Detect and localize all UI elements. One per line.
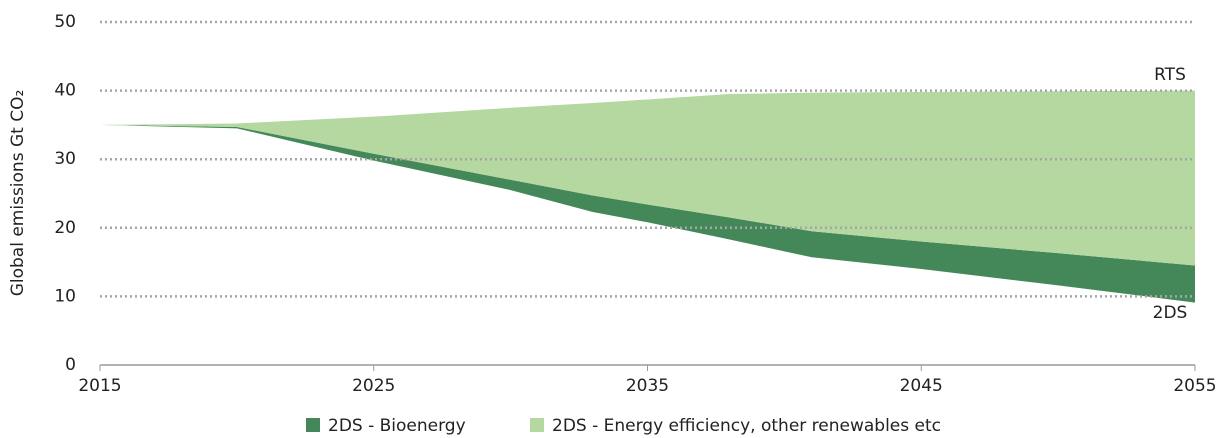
y-tick-label: 40: [54, 81, 76, 101]
x-tick-label: 2045: [900, 376, 943, 396]
y-tick-label: 20: [54, 218, 76, 238]
legend-swatch: [530, 418, 544, 432]
annotation: RTS: [1154, 65, 1186, 85]
x-tick-label: 2055: [1173, 376, 1216, 396]
y-axis-label: Global emissions Gt CO₂: [8, 90, 28, 297]
legend-swatch: [306, 418, 320, 432]
y-tick-label: 50: [54, 12, 76, 32]
legend-label: 2DS - Energy efficiency, other renewable…: [552, 416, 941, 436]
y-tick-label: 0: [65, 355, 76, 375]
x-tick-label: 2015: [78, 376, 121, 396]
y-tick-label: 30: [54, 149, 76, 169]
area: [100, 124, 1195, 303]
area: [100, 90, 1195, 266]
annotation: 2DS: [1153, 303, 1188, 323]
x-tick-label: 2025: [352, 376, 395, 396]
x-tick-label: 2035: [626, 376, 669, 396]
legend-label: 2DS - Bioenergy: [328, 416, 466, 436]
y-tick-label: 10: [54, 286, 76, 306]
